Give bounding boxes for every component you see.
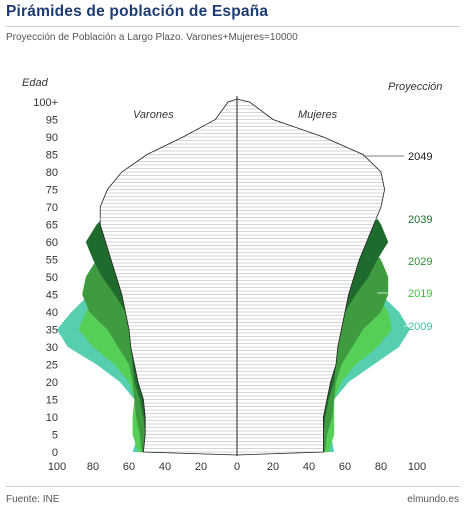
x-tick-label: 0 <box>234 461 240 473</box>
age-tick-label: 100+ <box>33 97 58 109</box>
age-tick-label: 85 <box>46 150 58 162</box>
credit-link[interactable]: elmundo.es <box>407 494 459 505</box>
age-tick-label: 25 <box>46 360 58 372</box>
varones-label: Varones <box>133 109 174 121</box>
x-tick-label: 80 <box>375 461 387 473</box>
title-divider <box>6 26 460 27</box>
age-tick-label: 45 <box>46 290 58 302</box>
legend-year-2019: 2019 <box>408 288 432 300</box>
age-tick-label: 90 <box>46 132 58 144</box>
age-tick-label: 30 <box>46 342 58 354</box>
footer-divider <box>6 486 460 487</box>
age-tick-label: 80 <box>46 167 58 179</box>
x-tick-label: 60 <box>339 461 351 473</box>
age-tick-label: 65 <box>46 220 58 232</box>
source-note: Fuente: INE <box>6 494 60 505</box>
age-tick-label: 40 <box>46 307 58 319</box>
x-tick-label: 40 <box>303 461 315 473</box>
age-tick-label: 0 <box>52 447 58 459</box>
x-tick-label: 80 <box>87 461 99 473</box>
y-axis-label: Edad <box>22 77 49 89</box>
age-tick-label: 55 <box>46 255 58 267</box>
legend-title: Proyección <box>388 81 442 93</box>
population-pyramid-chart: 0 5 10 15 20 25 30 35 40 45 50 55 60 65 70 75 80 85 90 95 10… <box>0 77 443 473</box>
page-title: Pirámides de población de España <box>6 3 269 20</box>
age-tick-label: 75 <box>46 185 58 197</box>
age-tick-labels: 0 5 10 15 20 25 30 35 40 45 50 55 60 65 70 75 80 85 90 95 10… <box>33 97 58 459</box>
age-tick-label: 60 <box>46 237 58 249</box>
x-tick-label: 20 <box>267 461 279 473</box>
x-tick-label: 40 <box>159 461 171 473</box>
legend-year-2039: 2039 <box>408 214 432 226</box>
age-tick-label: 95 <box>46 115 58 127</box>
legend-year-2009: 2009 <box>408 321 432 333</box>
age-tick-label: 5 <box>52 430 58 442</box>
age-tick-label: 10 <box>46 412 58 424</box>
age-tick-label: 35 <box>46 325 58 337</box>
x-tick-label: 100 <box>48 461 66 473</box>
chart-subtitle: Proyección de Población a Largo Plazo. V… <box>6 32 298 43</box>
x-tick-label: 100 <box>408 461 426 473</box>
age-tick-label: 70 <box>46 202 58 214</box>
age-tick-label: 50 <box>46 272 58 284</box>
age-tick-label: 20 <box>46 377 58 389</box>
legend-year-2049: 2049 <box>408 151 432 163</box>
x-tick-label: 60 <box>123 461 135 473</box>
legend-year-2029: 2029 <box>408 256 432 268</box>
projection-legend: 2049 2039 2029 2019 2009 <box>0 151 432 333</box>
age-tick-label: 15 <box>46 395 58 407</box>
mujeres-label: Mujeres <box>298 109 338 121</box>
x-tick-labels: 100 80 60 40 20 0 20 40 60 80 100 <box>48 461 426 473</box>
x-tick-label: 20 <box>195 461 207 473</box>
